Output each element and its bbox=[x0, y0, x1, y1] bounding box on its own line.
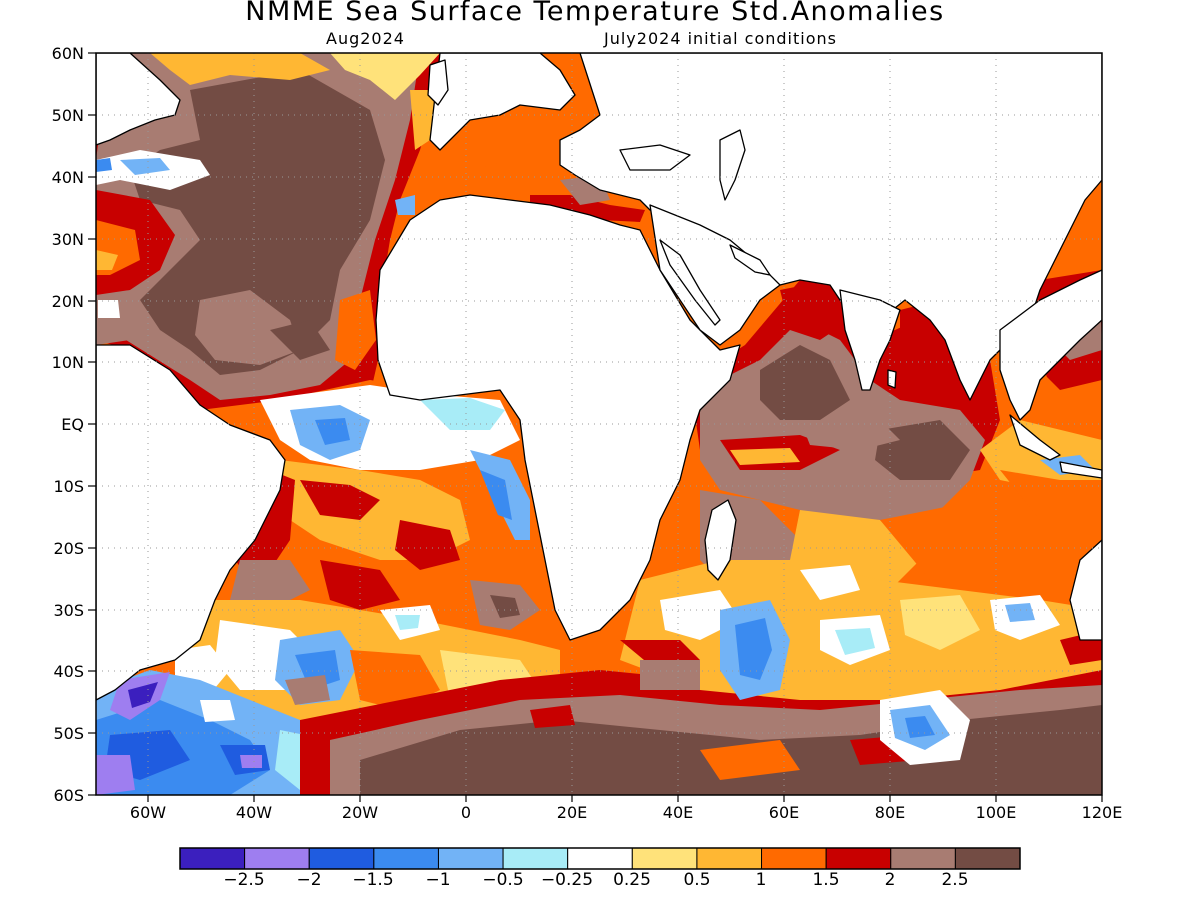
north-america-landmass bbox=[96, 53, 181, 146]
axis-ticks bbox=[88, 52, 1103, 802]
colorbar-label: 0.25 bbox=[613, 870, 651, 890]
lon-label-0: 0 bbox=[460, 803, 472, 822]
colorbar-label: 1 bbox=[755, 870, 767, 890]
colorbar-label: 1.5 bbox=[812, 870, 840, 890]
lat-label-50s: 50S bbox=[53, 724, 84, 743]
lon-label-40e: 40E bbox=[662, 803, 694, 822]
colorbar-label: −1 bbox=[425, 870, 451, 890]
lon-label-20w: 20W bbox=[341, 803, 379, 822]
lon-label-120e: 120E bbox=[1081, 803, 1123, 822]
arabia-landmass bbox=[649, 204, 781, 346]
southeast-asia-landmass bbox=[999, 269, 1102, 421]
java-landmass bbox=[1059, 461, 1102, 479]
colorbar-label: −2.5 bbox=[223, 870, 265, 890]
lat-label-10s: 10S bbox=[53, 477, 84, 496]
sumatra-landmass bbox=[1009, 414, 1061, 461]
british-isles bbox=[427, 59, 449, 106]
red-sea bbox=[659, 239, 721, 326]
australia-landmass bbox=[1069, 539, 1102, 641]
south-indian-mixed-anomalies bbox=[620, 560, 1102, 765]
lon-label-40w: 40W bbox=[235, 803, 273, 822]
lon-label-60e: 60E bbox=[768, 803, 800, 822]
colorbar-label: 2.5 bbox=[941, 870, 969, 890]
graticule bbox=[96, 53, 1102, 795]
lon-label-100e: 100E bbox=[975, 803, 1017, 822]
sri-lanka bbox=[887, 369, 897, 389]
north-atlantic-anomalies bbox=[96, 53, 440, 420]
lat-label-10n: 10N bbox=[51, 353, 84, 372]
persian-gulf bbox=[729, 244, 771, 276]
target-month-label: Aug2024 bbox=[326, 29, 405, 48]
lat-label-60n: 60N bbox=[51, 44, 84, 63]
lon-label-20e: 20E bbox=[556, 803, 588, 822]
colorbar-label: −0.5 bbox=[482, 870, 524, 890]
lat-label-60s: 60S bbox=[53, 786, 84, 805]
lat-label-40n: 40N bbox=[51, 168, 84, 187]
colorbar-label: −2 bbox=[296, 870, 322, 890]
lat-label-50n: 50N bbox=[51, 106, 84, 125]
africa-landmass bbox=[375, 194, 741, 641]
black-sea bbox=[619, 144, 691, 171]
colorbar-label: 0.5 bbox=[683, 870, 711, 890]
tropical-atlantic-anomalies bbox=[200, 380, 560, 640]
lat-label-30s: 30S bbox=[53, 601, 84, 620]
colorbar-label: −0.25 bbox=[540, 870, 594, 890]
lat-label-20s: 20S bbox=[53, 539, 84, 558]
colorbar-label: −1.5 bbox=[352, 870, 394, 890]
caspian-sea bbox=[719, 129, 746, 201]
lon-label-60w: 60W bbox=[129, 803, 167, 822]
madagascar-landmass bbox=[704, 499, 737, 581]
initial-conditions-label: July2024 initial conditions bbox=[604, 29, 837, 48]
lat-label-20n: 20N bbox=[51, 292, 84, 311]
lon-label-80e: 80E bbox=[874, 803, 906, 822]
lat-label-40s: 40S bbox=[53, 662, 84, 681]
south-america-landmass bbox=[96, 344, 286, 701]
landmasses bbox=[96, 53, 1102, 701]
map-title: NMME Sea Surface Temperature Std.Anomali… bbox=[245, 0, 945, 27]
colorbar-label: 2 bbox=[884, 870, 896, 890]
lat-label-eq: EQ bbox=[61, 415, 84, 434]
lat-label-30n: 30N bbox=[51, 230, 84, 249]
